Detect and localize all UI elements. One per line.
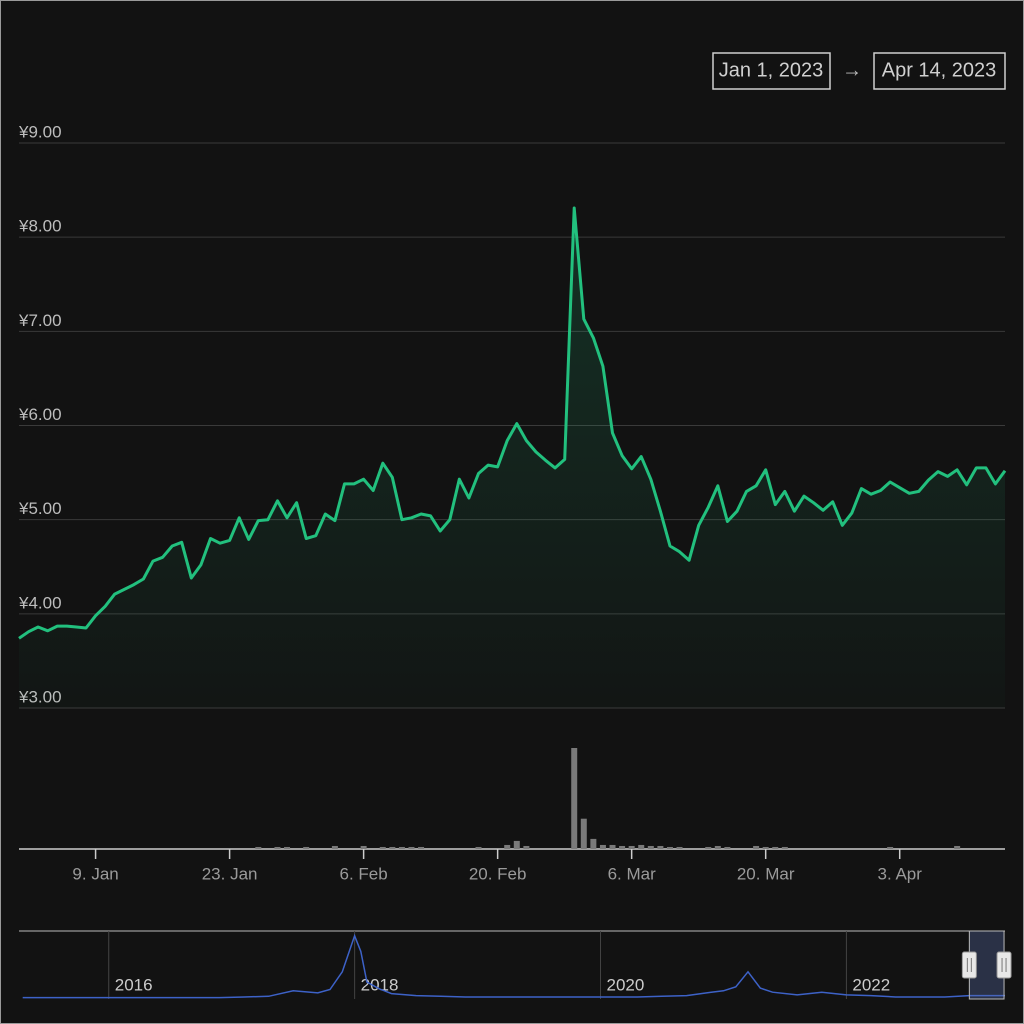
volume-bar xyxy=(676,846,683,849)
y-tick-label: ¥5.00 xyxy=(18,499,62,518)
volume-bar xyxy=(954,845,961,849)
x-tick-label: 20. Feb xyxy=(469,864,527,883)
y-tick-label: ¥7.00 xyxy=(18,311,62,330)
volume-bar xyxy=(628,845,635,849)
range-from[interactable]: Jan 1, 2023 xyxy=(719,59,824,81)
volume-bar xyxy=(599,844,606,849)
volume-bar xyxy=(619,845,626,849)
price-area xyxy=(19,208,1005,708)
volume-bar xyxy=(772,846,779,849)
volume-bar xyxy=(590,838,597,849)
navigator-tick-label: 2016 xyxy=(115,975,153,994)
volume-bar xyxy=(724,846,731,849)
volume-bar xyxy=(705,846,712,849)
volume-bar xyxy=(504,844,511,849)
price-line xyxy=(18,206,1007,640)
navigator-line xyxy=(22,933,1005,999)
volume-bar xyxy=(580,818,587,849)
volume-bar xyxy=(398,846,405,849)
volume-bar xyxy=(475,846,482,849)
volume-bar xyxy=(303,846,310,849)
volume-bar xyxy=(714,845,721,849)
range-to[interactable]: Apr 14, 2023 xyxy=(882,59,997,81)
volume-bar xyxy=(762,846,769,849)
volume-bar xyxy=(331,845,338,849)
volume-bar xyxy=(418,846,425,849)
volume-bar xyxy=(523,845,530,849)
navigator-tick-label: 2022 xyxy=(852,975,890,994)
navigator-handle[interactable] xyxy=(996,951,1012,979)
range-separator: → xyxy=(842,59,862,81)
range-to-box[interactable] xyxy=(873,52,1006,90)
y-tick-label: ¥6.00 xyxy=(18,405,62,424)
y-tick-label: ¥8.00 xyxy=(18,217,62,236)
volume-bar xyxy=(360,845,367,849)
x-tick-label: 20. Mar xyxy=(737,864,795,883)
range-from-box[interactable] xyxy=(712,52,831,90)
y-tick-label: ¥4.00 xyxy=(18,593,62,612)
volume-bar xyxy=(781,846,788,849)
volume-bar xyxy=(389,846,396,849)
volume-bar xyxy=(274,846,281,849)
volume-bar xyxy=(609,844,616,849)
volume-bar xyxy=(284,846,291,849)
volume-bar xyxy=(887,846,894,849)
x-tick-label: 6. Feb xyxy=(340,864,388,883)
volume-bar xyxy=(666,846,673,849)
x-tick-label: 23. Jan xyxy=(202,864,258,883)
navigator-handle[interactable] xyxy=(961,951,977,979)
volume-bar xyxy=(255,846,262,849)
volume-bar xyxy=(513,840,520,849)
volume-bar xyxy=(571,748,578,849)
y-tick-label: ¥9.00 xyxy=(18,122,62,141)
x-tick-label: 6. Mar xyxy=(608,864,657,883)
volume-bar xyxy=(753,845,760,849)
volume-bar xyxy=(657,845,664,849)
volume-bar xyxy=(647,845,654,849)
volume-bar xyxy=(379,846,386,849)
x-tick-label: 9. Jan xyxy=(72,864,118,883)
volume-bar xyxy=(638,844,645,849)
navigator-tick-label: 2018 xyxy=(361,975,399,994)
x-tick-label: 3. Apr xyxy=(877,864,922,883)
navigator-tick-label: 2020 xyxy=(607,975,645,994)
volume-bar xyxy=(408,846,415,849)
